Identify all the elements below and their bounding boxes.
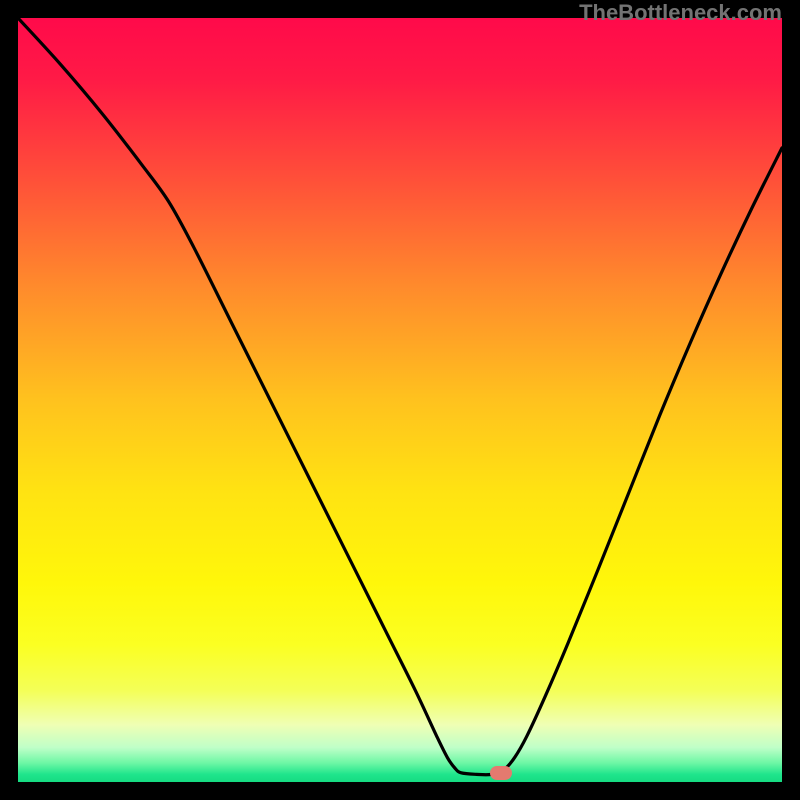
optimal-point-marker xyxy=(490,766,512,780)
bottleneck-curve xyxy=(18,18,782,782)
chart-outer: TheBottleneck.com xyxy=(0,0,800,800)
watermark-text: TheBottleneck.com xyxy=(579,0,782,26)
plot-frame xyxy=(14,14,786,786)
